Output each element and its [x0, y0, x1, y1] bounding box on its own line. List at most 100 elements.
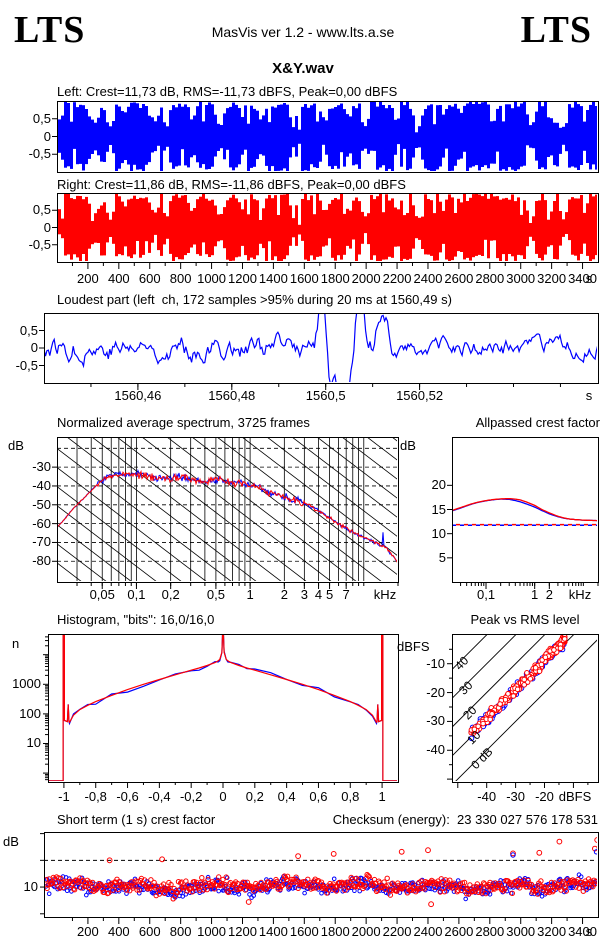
waveform-right — [58, 194, 597, 261]
y-tick-label: 5 — [438, 549, 446, 565]
logo-left: LTS — [14, 9, 86, 51]
waveform-left — [58, 102, 597, 171]
x-tick-label: 0,5 — [206, 587, 225, 602]
spectrum-title: Normalized average spectrum, 3725 frames — [57, 415, 310, 430]
y-tick-label: -40 — [32, 477, 51, 493]
x-tick-label: 0,4 — [277, 789, 296, 804]
y-tick-label: -30 — [426, 713, 445, 729]
loudest-part-frame — [39, 313, 599, 390]
time-tick-label: 3400 — [568, 924, 597, 939]
y-tick-label: -20 — [426, 684, 445, 700]
time-tick-label: 2800 — [475, 924, 505, 939]
y-tick-label: -10 — [426, 655, 445, 671]
time-tick-label: 1200 — [228, 271, 257, 286]
time-tick-label: 1800 — [320, 271, 350, 286]
time-tick-label: 1200 — [228, 924, 257, 939]
time-axis — [71, 262, 584, 269]
y-tick-label: -80 — [32, 553, 51, 569]
y-tick-label: -0,5 — [28, 146, 51, 162]
short-term-plot — [45, 837, 597, 908]
short-term-title: Short term (1 s) crest factor — [57, 812, 216, 827]
x-tick-label: 0,6 — [309, 789, 328, 804]
y-tick-label: 0,5 — [19, 322, 38, 338]
peak-rms-plot — [453, 635, 597, 781]
time-tick-label: 2000 — [351, 924, 381, 939]
x-tick-label: 2 — [545, 587, 553, 602]
x-tick-label: 1560,52 — [396, 388, 444, 403]
x-tick-label: 0 — [219, 789, 227, 804]
y-tick-label: -70 — [32, 534, 51, 550]
diagonal-label: 20 — [460, 703, 480, 723]
diagonal-label: 40 — [452, 653, 472, 673]
right-channel-stats: Right: Crest=11,86 dB, RMS=-11,86 dBFS, … — [57, 177, 406, 192]
x-tick-label: 5 — [325, 587, 334, 602]
x-tick-label: -20 — [535, 789, 554, 804]
time-tick-label: 1000 — [197, 924, 227, 939]
peak-rms-y-unit: dBFS — [397, 639, 430, 654]
time-tick-label: 800 — [169, 924, 192, 939]
x-tick-label: 0,8 — [341, 789, 360, 804]
histogram-frame — [43, 634, 399, 788]
time-tick-label: 3200 — [537, 924, 567, 939]
axis-unit-label: s — [585, 271, 593, 286]
x-tick-label: 1 — [531, 587, 539, 602]
file-title: X&Y.wav — [272, 60, 334, 77]
time-tick-label: 3000 — [506, 271, 536, 286]
y-tick-label: 100 — [19, 705, 41, 721]
x-tick-label: 3 — [300, 587, 308, 602]
diagonal-label: 0 dB — [468, 745, 495, 772]
axis-unit-label: kHz — [373, 587, 397, 602]
time-tick-label: 200 — [77, 924, 99, 939]
spectrum-frame — [52, 437, 399, 589]
x-tick-label: 0,2 — [161, 587, 180, 602]
y-tick-label: 10 — [26, 735, 41, 751]
y-tick-label: 1000 — [12, 676, 41, 692]
spectrum-plot — [58, 438, 397, 581]
time-tick-label: 3000 — [506, 924, 536, 939]
x-tick-label: 1560,5 — [305, 388, 346, 403]
left-channel-stats: Left: Crest=11,73 dB, RMS=-11,73 dBFS, P… — [57, 84, 398, 99]
y-tick-label: 0 — [43, 128, 51, 144]
y-tick-label: -50 — [32, 496, 51, 512]
y-tick-label: 15 — [431, 501, 446, 517]
peak-rms-title: Peak vs RMS level — [470, 612, 580, 627]
x-tick-label: -0,2 — [179, 789, 203, 804]
time-tick-label: 1000 — [197, 271, 227, 286]
axis-unit-label: dBFS — [558, 789, 592, 804]
time-tick-label: 1600 — [289, 271, 319, 286]
y-tick-label: 0,5 — [32, 110, 51, 126]
y-tick-label: -30 — [32, 459, 51, 475]
time-axis — [71, 917, 584, 924]
time-tick-label: 2400 — [413, 924, 443, 939]
x-tick-label: 0,2 — [245, 789, 264, 804]
allpass-plot — [453, 497, 597, 527]
axis-unit-label: s — [585, 924, 593, 939]
logo-right: LTS — [520, 9, 592, 51]
x-tick-label: -1 — [58, 789, 70, 804]
time-tick-label: 400 — [107, 924, 130, 939]
axis-unit-label: s — [585, 388, 593, 403]
time-tick-label: 600 — [138, 271, 161, 286]
y-tick-label: -0,5 — [28, 236, 51, 252]
x-tick-label: -0,6 — [116, 789, 139, 804]
diagonal-label: 30 — [456, 678, 476, 698]
time-tick-label: 2400 — [413, 271, 443, 286]
y-tick-label: 10 — [23, 879, 38, 895]
waveform-frame-left — [52, 101, 599, 173]
x-tick-label: -0,4 — [148, 789, 171, 804]
time-tick-label: 2600 — [444, 924, 474, 939]
y-tick-label: -40 — [426, 742, 445, 758]
time-tick-label: 2600 — [444, 271, 474, 286]
time-tick-label: 2800 — [475, 271, 505, 286]
x-tick-label: 7 — [342, 587, 350, 602]
time-tick-label: 2000 — [351, 271, 381, 286]
x-tick-label: 4 — [314, 587, 323, 602]
x-tick-label: 1560,46 — [114, 388, 162, 403]
allpass-frame — [447, 437, 599, 589]
time-tick-label: 1400 — [258, 271, 288, 286]
y-tick-label: -60 — [32, 515, 51, 531]
y-tick-label: 0,5 — [32, 202, 51, 218]
